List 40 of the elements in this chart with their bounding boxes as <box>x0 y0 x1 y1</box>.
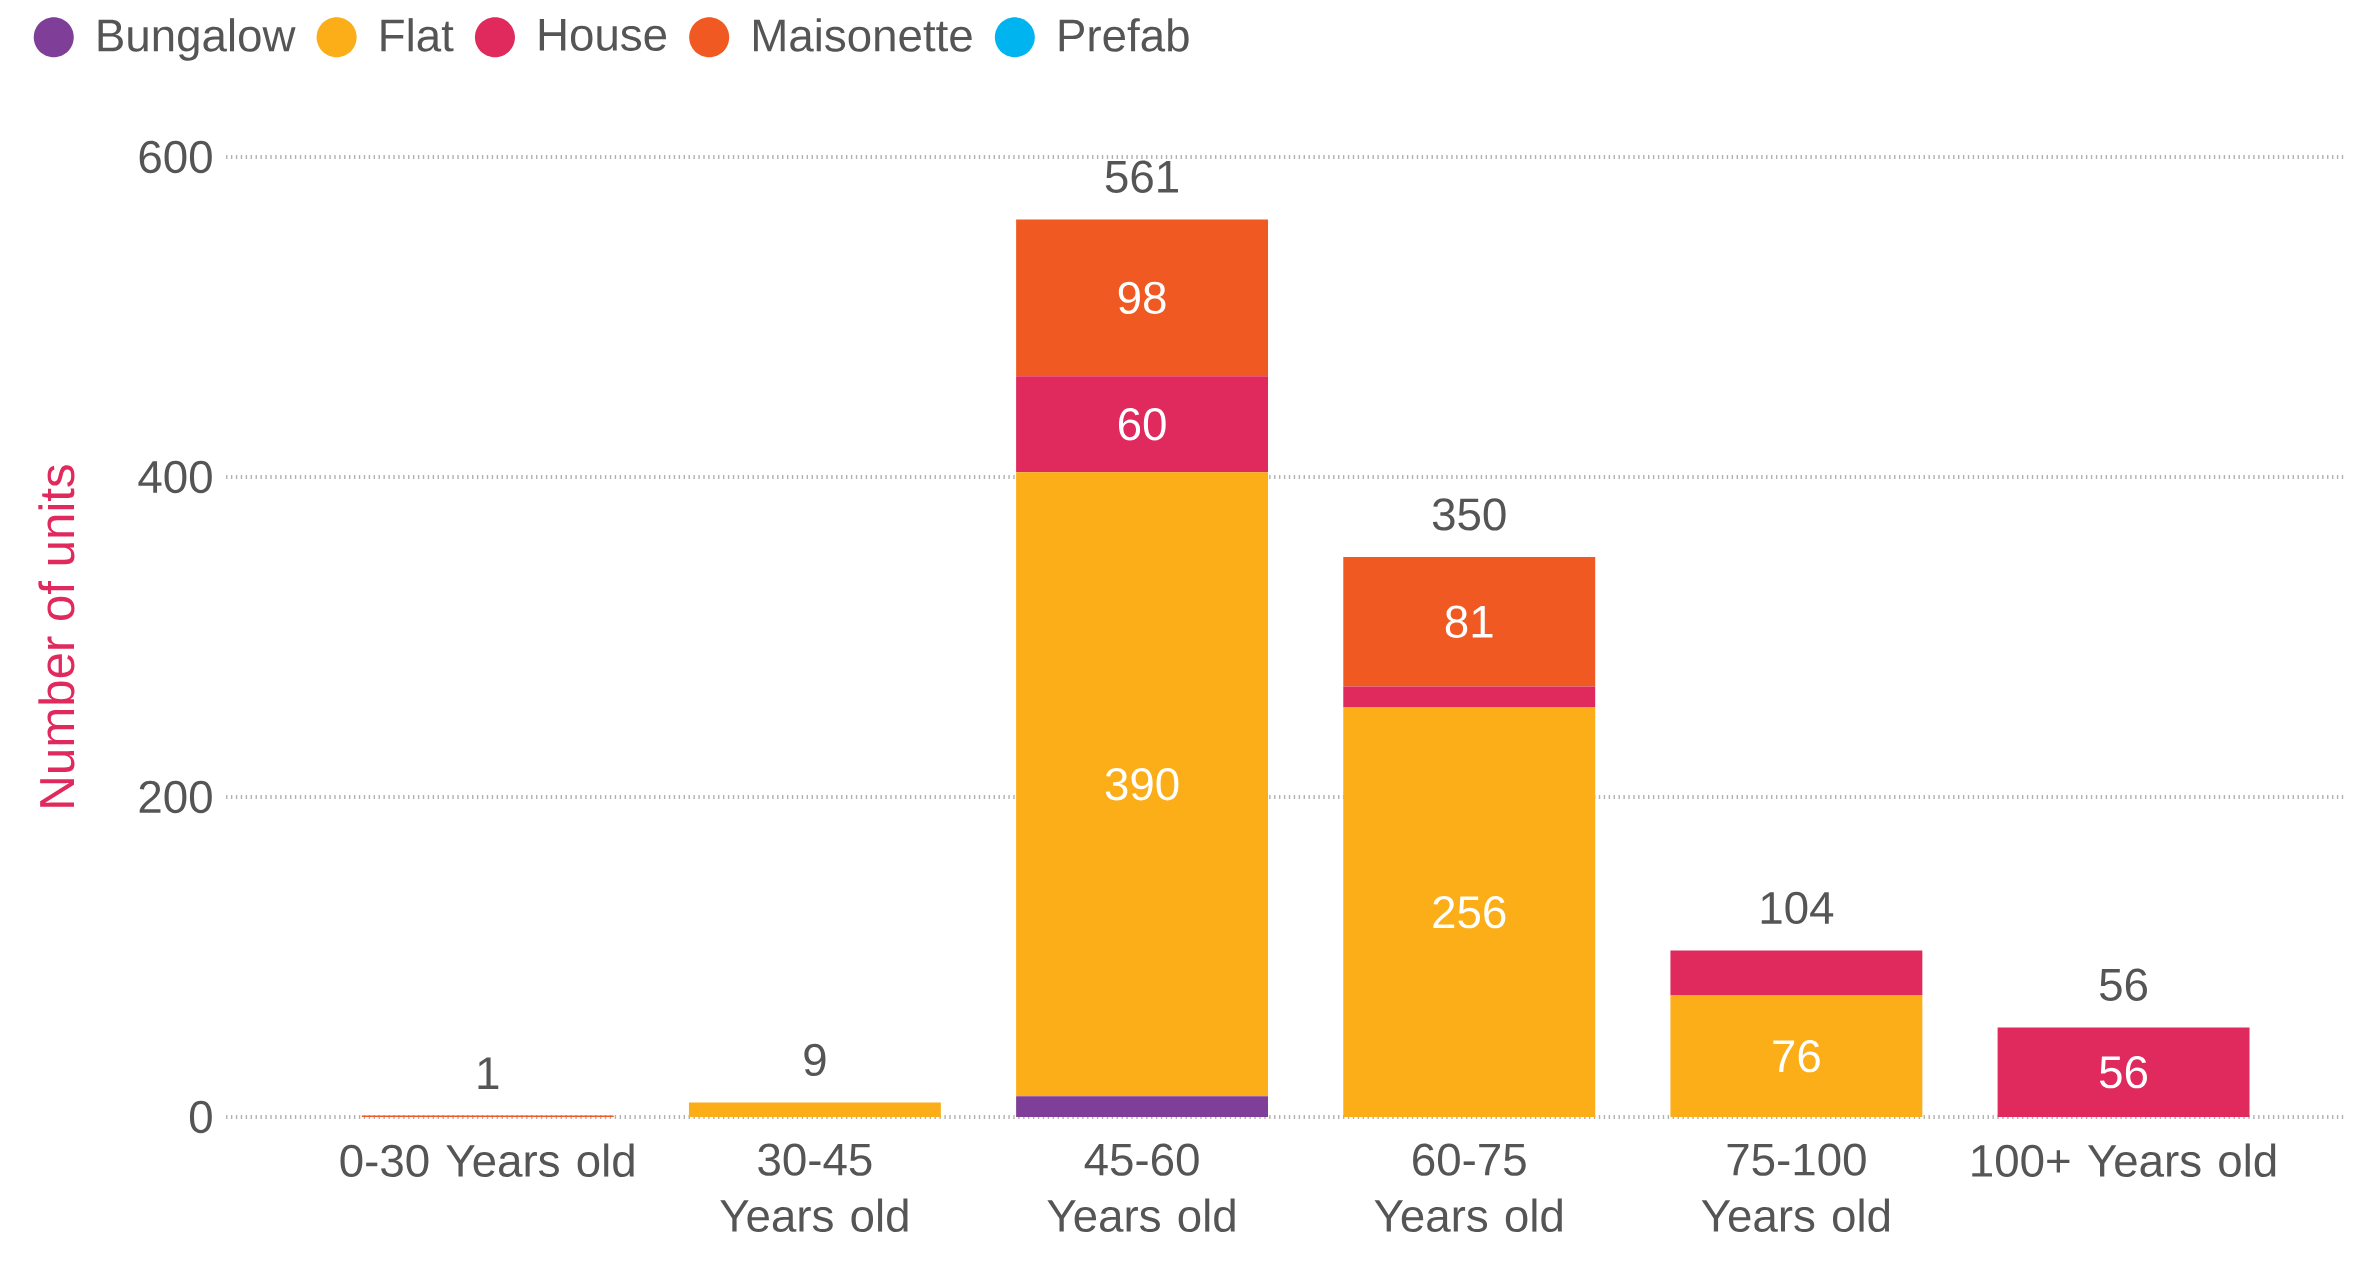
legend-label: Flat <box>381 18 454 52</box>
bar <box>1343 686 1596 708</box>
bar <box>1016 472 1269 1097</box>
bar <box>1670 995 1923 1117</box>
data-label: 81 <box>1445 605 1493 638</box>
legend-label: Maisonette <box>754 18 972 52</box>
x-tick-label: 100+ Years old <box>1972 1143 2276 1178</box>
x-tick-label: 0-30 Years old <box>340 1143 634 1178</box>
total-label: 561 <box>1105 160 1178 193</box>
data-label: 390 <box>1105 768 1179 801</box>
total-label: 1 <box>478 1057 499 1089</box>
total-label: 56 <box>2099 968 2147 1001</box>
bar <box>1343 557 1596 687</box>
y-tick-label: 400 <box>138 460 212 494</box>
bar <box>1343 707 1596 1117</box>
legend-label: Prefab <box>1059 18 1189 52</box>
total-label: 104 <box>1761 891 1834 925</box>
bar <box>1016 1096 1269 1117</box>
bar <box>1670 950 1923 996</box>
bar <box>1997 1027 2250 1117</box>
bar <box>688 1102 941 1117</box>
data-label: 60 <box>1118 408 1166 441</box>
data-label: 98 <box>1118 281 1166 314</box>
x-tick-label: 60-75 Years old <box>1374 1143 1562 1233</box>
total-label: 350 <box>1432 498 1506 531</box>
y-tick-label: 0 <box>189 1100 212 1134</box>
bar <box>1016 219 1269 377</box>
y-tick-label: 200 <box>139 780 212 814</box>
data-label: 56 <box>2099 1056 2147 1089</box>
x-tick-label: 30-45 Years old <box>720 1143 908 1233</box>
data-label: 76 <box>1773 1040 1820 1073</box>
bar <box>1016 376 1269 473</box>
legend-label: Bungalow <box>98 18 296 61</box>
x-tick-label: 45-60 Years old <box>1047 1143 1235 1233</box>
y-tick-label: 600 <box>139 140 212 174</box>
y-axis-title: Number of units <box>38 465 75 807</box>
legend-label: House <box>539 19 667 51</box>
x-tick-label: 75-100 Years old <box>1701 1143 1890 1233</box>
data-label: 256 <box>1433 896 1506 929</box>
total-label: 9 <box>804 1043 826 1077</box>
